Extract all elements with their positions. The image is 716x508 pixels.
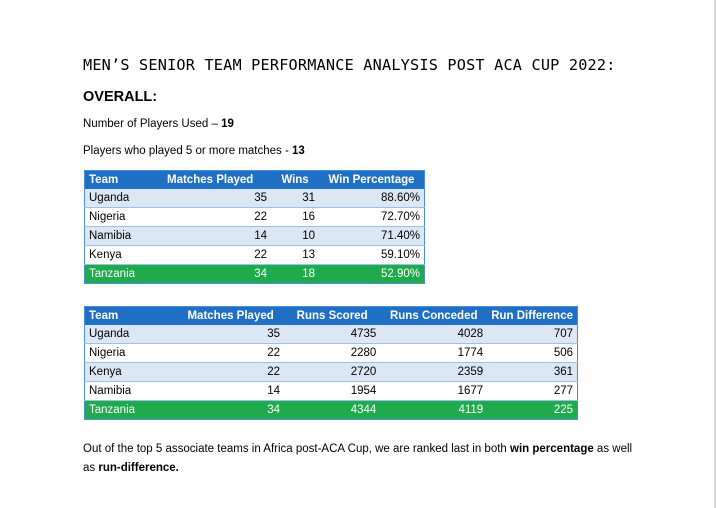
cell-runs-scored: 2280 (284, 343, 381, 363)
players-used-line: Number of Players Used – 19 (83, 118, 234, 130)
cell-team: Tanzania (84, 400, 178, 420)
table-row: Uganda 35 4735 4028 707 (84, 325, 578, 344)
players-used-label: Number of Players Used – (83, 118, 222, 130)
cell-matches: 14 (163, 226, 271, 246)
table-row: Namibia 14 1954 1677 277 (84, 381, 578, 401)
table-row-highlight: Tanzania 34 18 52.90% (84, 264, 425, 284)
cell-win-percentage: 59.10% (319, 245, 425, 265)
col-header-win-percentage: Win Percentage (319, 170, 425, 189)
table-row: Kenya 22 13 59.10% (84, 245, 425, 265)
cell-runs-conceded: 1677 (380, 381, 488, 401)
cell-matches: 22 (177, 343, 284, 363)
col-header-runs-conceded: Runs Conceded (380, 306, 488, 325)
conclusion-bold-2: run-difference. (98, 462, 179, 474)
cell-runs-scored: 4344 (284, 400, 381, 420)
cell-team: Namibia (84, 381, 178, 401)
cell-matches: 22 (177, 362, 284, 382)
cell-wins: 16 (271, 207, 319, 227)
table-row: Kenya 22 2720 2359 361 (84, 362, 578, 382)
cell-run-difference: 707 (487, 325, 578, 344)
section-heading: OVERALL: (83, 89, 158, 105)
conclusion-paragraph: Out of the top 5 associate teams in Afri… (83, 440, 643, 478)
cell-matches: 34 (177, 400, 284, 420)
cell-team: Kenya (84, 362, 178, 382)
cell-wins: 31 (271, 189, 319, 208)
col-header-team: Team (84, 170, 163, 189)
cell-run-difference: 361 (487, 362, 578, 382)
table-row: Uganda 35 31 88.60% (84, 189, 425, 208)
cell-runs-conceded: 4028 (380, 325, 488, 344)
cell-run-difference: 277 (487, 381, 578, 401)
cell-runs-scored: 4735 (284, 325, 381, 344)
cell-team: Namibia (84, 226, 163, 246)
col-header-wins: Wins (271, 170, 319, 189)
cell-team: Uganda (84, 325, 178, 344)
players-5plus-label: Players who played 5 or more matches - (83, 145, 293, 157)
cell-win-percentage: 52.90% (319, 264, 425, 284)
players-used-value: 19 (221, 118, 234, 130)
cell-team: Kenya (84, 245, 163, 265)
win-percentage-table: Team Matches Played Wins Win Percentage … (84, 170, 425, 284)
col-header-matches-played: Matches Played (177, 306, 284, 325)
conclusion-bold-1: win percentage (510, 443, 594, 455)
cell-team: Uganda (84, 189, 163, 208)
table-row: Nigeria 22 2280 1774 506 (84, 343, 578, 363)
cell-runs-conceded: 1774 (380, 343, 488, 363)
players-5plus-value: 13 (292, 145, 305, 157)
table-header-row: Team Matches Played Runs Scored Runs Con… (84, 306, 578, 325)
cell-run-difference: 506 (487, 343, 578, 363)
col-header-runs-scored: Runs Scored (284, 306, 381, 325)
table-row: Nigeria 22 16 72.70% (84, 207, 425, 227)
cell-matches: 22 (163, 207, 271, 227)
cell-matches: 22 (163, 245, 271, 265)
conclusion-text-2: as well as (83, 443, 633, 474)
cell-matches: 34 (163, 264, 271, 284)
cell-win-percentage: 88.60% (319, 189, 425, 208)
players-5plus-line: Players who played 5 or more matches - 1… (83, 145, 305, 157)
cell-runs-scored: 2720 (284, 362, 381, 382)
table-row-highlight: Tanzania 34 4344 4119 225 (84, 400, 578, 420)
page-edge (714, 0, 716, 508)
col-header-matches-played: Matches Played (163, 170, 271, 189)
cell-matches: 35 (177, 325, 284, 344)
document-title: MEN’S SENIOR TEAM PERFORMANCE ANALYSIS P… (83, 56, 616, 74)
cell-runs-conceded: 2359 (380, 362, 488, 382)
cell-wins: 13 (271, 245, 319, 265)
col-header-team: Team (84, 306, 178, 325)
col-header-run-difference: Run Difference (487, 306, 578, 325)
cell-matches: 35 (163, 189, 271, 208)
table-row: Namibia 14 10 71.40% (84, 226, 425, 246)
cell-runs-scored: 1954 (284, 381, 381, 401)
cell-team: Nigeria (84, 343, 178, 363)
conclusion-text-1: Out of the top 5 associate teams in Afri… (83, 443, 511, 455)
cell-team: Nigeria (84, 207, 163, 227)
cell-win-percentage: 72.70% (319, 207, 425, 227)
table-header-row: Team Matches Played Wins Win Percentage (84, 170, 425, 189)
cell-run-difference: 225 (487, 400, 578, 420)
cell-wins: 10 (271, 226, 319, 246)
cell-win-percentage: 71.40% (319, 226, 425, 246)
cell-runs-conceded: 4119 (380, 400, 488, 420)
cell-team: Tanzania (84, 264, 163, 284)
run-difference-table: Team Matches Played Runs Scored Runs Con… (84, 306, 578, 420)
cell-wins: 18 (271, 264, 319, 284)
cell-matches: 14 (177, 381, 284, 401)
